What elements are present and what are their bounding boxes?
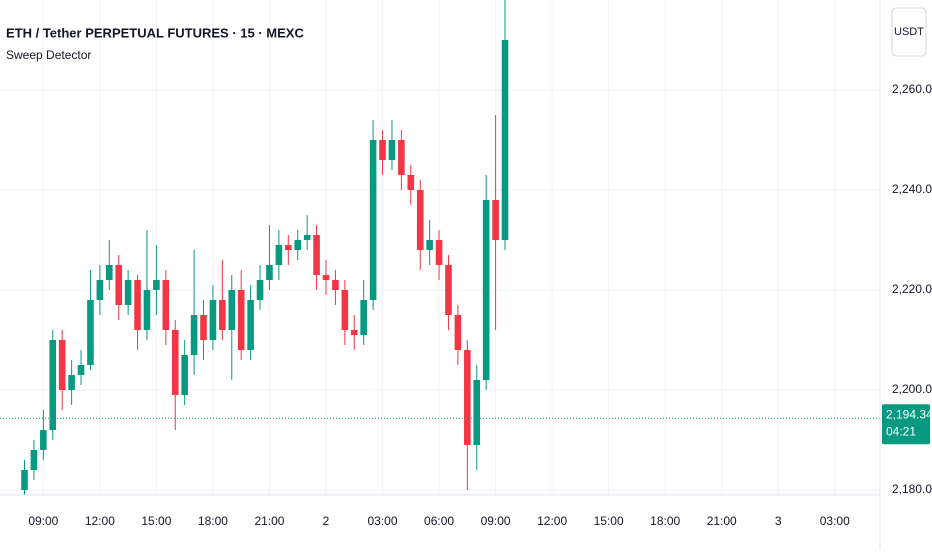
candle-body	[124, 280, 132, 305]
candle-body	[200, 315, 207, 340]
x-tick-label: 15:00	[594, 514, 624, 528]
candle-body	[143, 290, 151, 330]
candle-body	[454, 315, 462, 350]
indicator-name: Sweep Detector	[6, 48, 91, 62]
candle-body	[398, 140, 405, 175]
candle-body	[379, 140, 386, 160]
candle-body	[181, 355, 188, 395]
candle-body	[275, 245, 283, 265]
candles	[0, 0, 880, 495]
countdown-label: 04:21	[886, 424, 916, 438]
candle-body	[190, 315, 198, 355]
candle-body	[228, 290, 236, 330]
candle-body	[256, 280, 264, 300]
currency-label: USDT	[894, 26, 924, 38]
x-tick-label: 03:00	[820, 514, 850, 528]
last-price-box	[882, 404, 930, 445]
x-tick-label: 06:00	[424, 514, 454, 528]
candle-body	[68, 375, 75, 390]
candle-body	[388, 140, 396, 160]
candle-body	[482, 200, 490, 380]
axes: 2,180.00 2,200.00 2,220.00 2,240.00 2,260.00…	[28, 82, 932, 528]
x-tick-label: 09:00	[481, 514, 511, 528]
y-tick-label: 2,240.00	[892, 182, 932, 196]
candle-body	[501, 40, 509, 240]
candle-body	[303, 235, 311, 240]
candle-body	[445, 265, 452, 315]
candle-body	[30, 450, 38, 470]
candle-body	[219, 300, 226, 330]
x-tick-label: 12:00	[85, 514, 115, 528]
candle-body	[435, 240, 443, 265]
candle-body	[473, 380, 481, 445]
candle-body	[332, 280, 339, 290]
candle-body	[341, 290, 349, 330]
candle-body	[492, 200, 499, 240]
candle-body	[360, 300, 367, 335]
candle-body	[407, 175, 415, 190]
candle-body	[285, 245, 292, 250]
last-price-label: 2,194.34	[886, 407, 932, 421]
candle-body	[294, 240, 302, 250]
x-tick-label: 2	[323, 514, 330, 528]
candle-body	[115, 265, 123, 305]
x-tick-label: 12:00	[537, 514, 567, 528]
candle-body	[247, 300, 254, 350]
candle-body	[426, 240, 433, 250]
chart-title: ETH / Tether PERPETUAL FUTURES · 15 · ME…	[6, 25, 304, 40]
candle-body	[77, 365, 85, 375]
candle-body	[40, 430, 47, 450]
candle-body	[58, 340, 66, 390]
candle-body	[153, 280, 160, 290]
candle-body	[49, 340, 57, 430]
x-tick-label: 18:00	[198, 514, 228, 528]
y-tick-label: 2,180.00	[892, 482, 932, 496]
candle-body	[162, 280, 170, 330]
currency-button[interactable]	[891, 7, 927, 57]
candle-body	[21, 470, 28, 490]
candle-body	[322, 275, 330, 280]
x-tick-label: 15:00	[141, 514, 171, 528]
x-tick-label: 3	[775, 514, 782, 528]
x-tick-label: 03:00	[368, 514, 398, 528]
candle-body	[87, 300, 94, 365]
candle-body	[416, 190, 424, 250]
candle-body	[134, 280, 141, 330]
y-tick-label: 2,220.00	[892, 282, 932, 296]
x-tick-label: 21:00	[254, 514, 284, 528]
x-tick-label: 18:00	[650, 514, 680, 528]
candle-body	[266, 265, 273, 280]
candle-body	[96, 280, 104, 300]
y-tick-label: 2,200.00	[892, 382, 932, 396]
y-tick-label: 2,260.00	[892, 82, 932, 96]
candle-body	[369, 140, 377, 300]
candle-body	[237, 290, 245, 350]
candle-body	[313, 235, 320, 275]
candle-body	[209, 300, 217, 340]
candle-body	[350, 330, 358, 335]
x-tick-label: 09:00	[28, 514, 58, 528]
x-tick-label: 21:00	[707, 514, 737, 528]
candle-body	[105, 265, 113, 280]
candle-body	[171, 330, 179, 395]
candle-body	[464, 350, 471, 445]
